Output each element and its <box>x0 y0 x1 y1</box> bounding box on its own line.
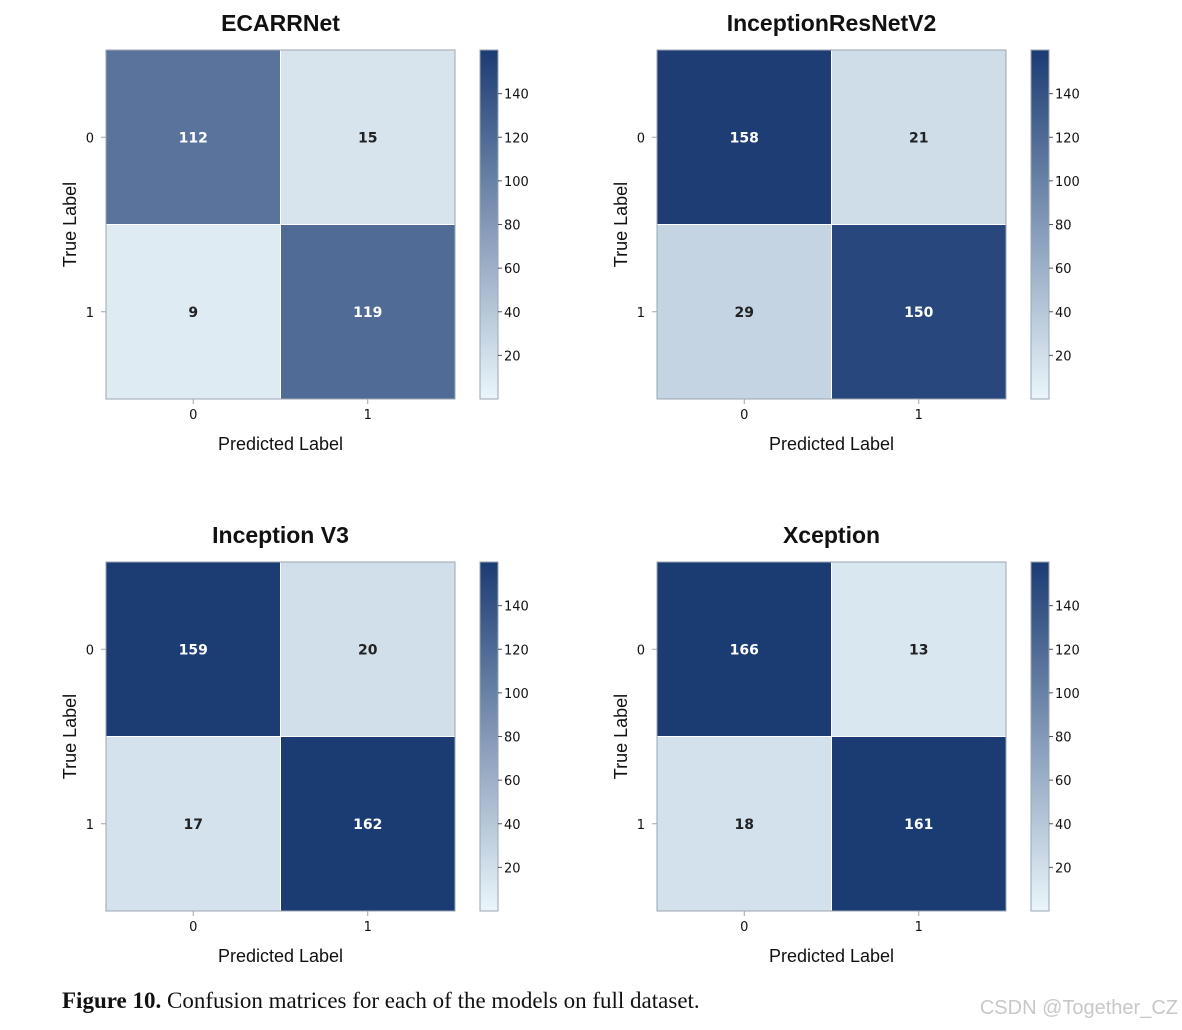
y-tick-label: 1 <box>637 818 645 833</box>
y-axis-label: True Label <box>611 694 631 779</box>
cell-value-label: 18 <box>735 817 754 833</box>
colorbar-tick-label: 120 <box>1055 131 1080 146</box>
cell-value-label: 158 <box>730 130 759 146</box>
y-tick-label: 1 <box>637 306 645 321</box>
watermark: CSDN @Together_CZ <box>979 997 1178 1019</box>
colorbar-tick-label: 80 <box>1055 731 1072 746</box>
colorbar-tick-label: 100 <box>1055 175 1080 190</box>
heatmap-cell <box>831 561 1007 737</box>
colorbar-tick-label: 60 <box>504 262 521 277</box>
cell-value-label: 15 <box>358 130 377 146</box>
colorbar-tick-label: 100 <box>504 687 529 702</box>
x-tick-label: 1 <box>915 920 923 935</box>
x-axis-label: Predicted Label <box>218 434 343 454</box>
heatmap-cell <box>105 224 281 400</box>
cell-value-label: 9 <box>188 305 198 321</box>
colorbar-tick-label: 60 <box>504 774 521 789</box>
colorbar-tick-label: 20 <box>1055 349 1072 364</box>
heatmap-cell <box>105 736 281 912</box>
cell-value-label: 29 <box>735 305 754 321</box>
y-axis-label: True Label <box>611 182 631 267</box>
colorbar-tick-label: 140 <box>1055 600 1080 615</box>
colorbar-tick-label: 140 <box>504 88 529 103</box>
colorbar-tick-label: 60 <box>1055 262 1072 277</box>
x-axis-label: Predicted Label <box>769 434 894 454</box>
cell-value-label: 21 <box>909 130 928 146</box>
heatmap-frame <box>656 561 1007 912</box>
y-axis-label: True Label <box>60 694 80 779</box>
heatmap-frame <box>105 49 456 400</box>
cell-value-label: 13 <box>909 642 928 658</box>
cell-value-label: 159 <box>179 642 208 658</box>
x-tick-label: 1 <box>364 408 372 423</box>
heatmap-cell <box>280 224 456 400</box>
colorbar <box>1030 561 1050 912</box>
colorbar <box>479 561 499 912</box>
cell-value-label: 162 <box>353 817 382 833</box>
colorbar-tick-label: 40 <box>504 818 521 833</box>
colorbar-tick-label: 20 <box>1055 861 1072 876</box>
figure-caption: Figure 10. Confusion matrices for each o… <box>62 988 700 1014</box>
cell-value-label: 166 <box>730 642 759 658</box>
cell-value-label: 150 <box>904 305 933 321</box>
x-axis-label: Predicted Label <box>769 946 894 966</box>
colorbar <box>479 49 499 400</box>
x-tick-label: 0 <box>740 408 748 423</box>
x-tick-label: 0 <box>189 920 197 935</box>
y-axis-label: True Label <box>60 182 80 267</box>
cell-value-label: 20 <box>358 642 378 658</box>
heatmap-cell <box>280 736 456 912</box>
colorbar-tick-label: 120 <box>1055 643 1080 658</box>
chart-title: Inception V3 <box>212 522 349 548</box>
y-tick-label: 0 <box>86 643 94 658</box>
caption-label: Figure 10. <box>62 988 162 1013</box>
x-tick-label: 1 <box>915 408 923 423</box>
colorbar-tick-label: 100 <box>504 175 529 190</box>
chart-title: ECARRNet <box>221 10 340 36</box>
cell-value-label: 161 <box>904 817 933 833</box>
y-tick-label: 1 <box>86 818 94 833</box>
heatmap-cell <box>280 49 456 225</box>
x-tick-label: 0 <box>740 920 748 935</box>
heatmap-cell <box>656 736 832 912</box>
colorbar-tick-label: 140 <box>504 600 529 615</box>
heatmap-cell <box>105 49 281 225</box>
x-tick-label: 0 <box>189 408 197 423</box>
y-tick-label: 0 <box>86 131 94 146</box>
heatmap-cell <box>831 736 1007 912</box>
heatmap-cell <box>656 561 832 737</box>
chart-title: Xception <box>783 522 880 548</box>
x-tick-label: 1 <box>364 920 372 935</box>
heatmap-cell <box>656 224 832 400</box>
colorbar-tick-label: 140 <box>1055 88 1080 103</box>
colorbar-tick-label: 20 <box>504 349 521 364</box>
colorbar <box>1030 49 1050 400</box>
colorbar-tick-label: 40 <box>1055 306 1072 321</box>
cell-value-label: 17 <box>184 817 203 833</box>
y-tick-label: 0 <box>637 643 645 658</box>
colorbar-tick-label: 20 <box>504 861 521 876</box>
colorbar-tick-label: 40 <box>1055 818 1072 833</box>
cell-value-label: 119 <box>353 305 382 321</box>
caption-text: Confusion matrices for each of the model… <box>161 988 700 1013</box>
colorbar-tick-label: 80 <box>1055 219 1072 234</box>
colorbar-tick-label: 80 <box>504 731 521 746</box>
heatmap-frame <box>656 49 1007 400</box>
cell-value-label: 112 <box>179 130 208 146</box>
heatmap-cell <box>105 561 281 737</box>
y-tick-label: 1 <box>86 306 94 321</box>
y-tick-label: 0 <box>637 131 645 146</box>
colorbar-tick-label: 60 <box>1055 774 1072 789</box>
colorbar-tick-label: 120 <box>504 131 529 146</box>
colorbar-tick-label: 80 <box>504 219 521 234</box>
heatmap-cell <box>280 561 456 737</box>
chart-title: InceptionResNetV2 <box>727 10 937 36</box>
x-axis-label: Predicted Label <box>218 946 343 966</box>
heatmap-cell <box>656 49 832 225</box>
heatmap-frame <box>105 561 456 912</box>
colorbar-tick-label: 120 <box>504 643 529 658</box>
colorbar-tick-label: 40 <box>504 306 521 321</box>
colorbar-tick-label: 100 <box>1055 687 1080 702</box>
